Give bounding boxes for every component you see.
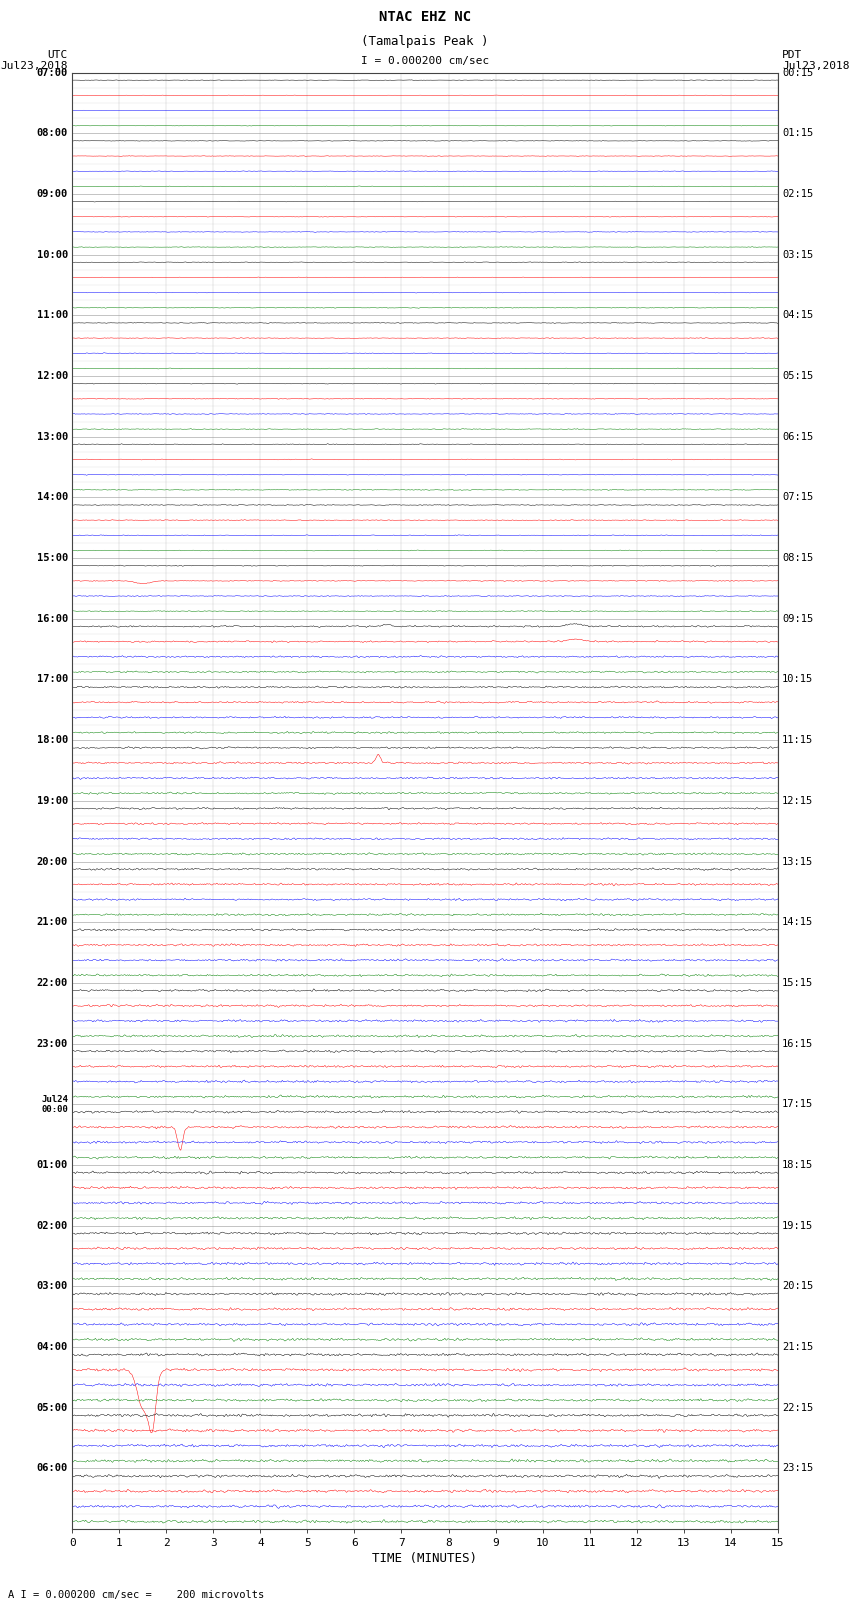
Text: 15:15: 15:15: [782, 977, 813, 987]
Text: 13:00: 13:00: [37, 432, 68, 442]
Text: 02:00: 02:00: [37, 1221, 68, 1231]
Text: 04:00: 04:00: [37, 1342, 68, 1352]
Text: 19:00: 19:00: [37, 795, 68, 806]
Text: 13:15: 13:15: [782, 857, 813, 866]
Text: 10:15: 10:15: [782, 674, 813, 684]
Text: 01:15: 01:15: [782, 129, 813, 139]
Text: 16:00: 16:00: [37, 615, 68, 624]
Text: Jul23,2018: Jul23,2018: [782, 61, 849, 71]
Text: I = 0.000200 cm/sec: I = 0.000200 cm/sec: [361, 56, 489, 66]
Text: 21:15: 21:15: [782, 1342, 813, 1352]
Text: 21:00: 21:00: [37, 918, 68, 927]
Text: 11:00: 11:00: [37, 310, 68, 321]
Text: 12:00: 12:00: [37, 371, 68, 381]
Text: 06:15: 06:15: [782, 432, 813, 442]
Text: 09:00: 09:00: [37, 189, 68, 198]
Text: 23:00: 23:00: [37, 1039, 68, 1048]
Text: 06:00: 06:00: [37, 1463, 68, 1473]
Text: 02:15: 02:15: [782, 189, 813, 198]
Text: 16:15: 16:15: [782, 1039, 813, 1048]
Text: 07:15: 07:15: [782, 492, 813, 502]
Text: 20:15: 20:15: [782, 1281, 813, 1292]
Text: 14:15: 14:15: [782, 918, 813, 927]
Text: 11:15: 11:15: [782, 736, 813, 745]
Text: 04:15: 04:15: [782, 310, 813, 321]
Text: 17:15: 17:15: [782, 1100, 813, 1110]
Text: 22:00: 22:00: [37, 977, 68, 987]
X-axis label: TIME (MINUTES): TIME (MINUTES): [372, 1552, 478, 1565]
Text: 05:00: 05:00: [37, 1403, 68, 1413]
Text: 09:15: 09:15: [782, 615, 813, 624]
Text: PDT: PDT: [782, 50, 802, 60]
Text: 08:00: 08:00: [37, 129, 68, 139]
Text: 03:00: 03:00: [37, 1281, 68, 1292]
Text: NTAC EHZ NC: NTAC EHZ NC: [379, 10, 471, 24]
Text: 00:15: 00:15: [782, 68, 813, 77]
Text: 23:15: 23:15: [782, 1463, 813, 1473]
Text: Jul24
00:00: Jul24 00:00: [41, 1095, 68, 1115]
Text: 18:15: 18:15: [782, 1160, 813, 1169]
Text: 18:00: 18:00: [37, 736, 68, 745]
Text: 22:15: 22:15: [782, 1403, 813, 1413]
Text: 14:00: 14:00: [37, 492, 68, 502]
Text: 05:15: 05:15: [782, 371, 813, 381]
Text: 03:15: 03:15: [782, 250, 813, 260]
Text: 17:00: 17:00: [37, 674, 68, 684]
Text: 12:15: 12:15: [782, 795, 813, 806]
Text: UTC: UTC: [48, 50, 68, 60]
Text: 01:00: 01:00: [37, 1160, 68, 1169]
Text: Jul23,2018: Jul23,2018: [1, 61, 68, 71]
Text: (Tamalpais Peak ): (Tamalpais Peak ): [361, 35, 489, 48]
Text: 08:15: 08:15: [782, 553, 813, 563]
Text: 07:00: 07:00: [37, 68, 68, 77]
Text: 15:00: 15:00: [37, 553, 68, 563]
Text: A I = 0.000200 cm/sec =    200 microvolts: A I = 0.000200 cm/sec = 200 microvolts: [8, 1590, 264, 1600]
Text: 20:00: 20:00: [37, 857, 68, 866]
Text: 10:00: 10:00: [37, 250, 68, 260]
Text: 19:15: 19:15: [782, 1221, 813, 1231]
